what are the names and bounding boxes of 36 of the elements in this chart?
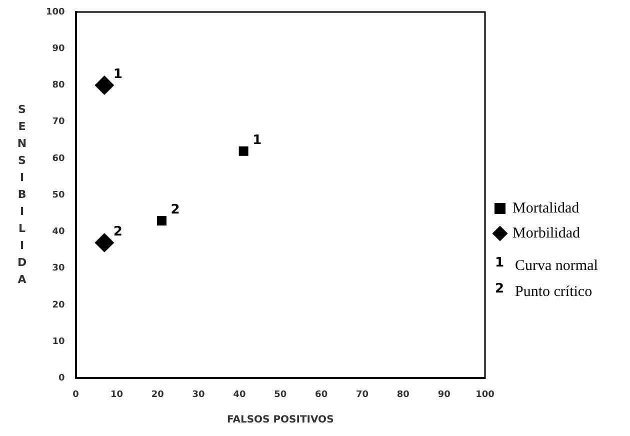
y-tick-label: 40 bbox=[52, 227, 65, 238]
x-tick-label: 30 bbox=[192, 390, 205, 400]
y-tick-label: 20 bbox=[52, 300, 65, 310]
x-tick-label: 60 bbox=[315, 390, 328, 400]
annotation: 1 bbox=[252, 133, 262, 148]
legend-label: Morbilidad bbox=[512, 225, 580, 242]
y-tick-label: 100 bbox=[46, 7, 65, 18]
point bbox=[94, 76, 114, 95]
text: 1 Curva normal bbox=[495, 255, 598, 274]
annotation: 2 bbox=[113, 224, 122, 240]
x-tick-label: 10 bbox=[110, 390, 123, 400]
point bbox=[156, 216, 166, 226]
text: 2 Punto crítico bbox=[495, 281, 592, 300]
annotation: 2 bbox=[170, 202, 180, 218]
y-tick-label: 80 bbox=[52, 80, 65, 91]
x-tick-label: 100 bbox=[476, 390, 494, 400]
x-tick-label: 0 bbox=[72, 390, 79, 400]
point bbox=[94, 233, 114, 252]
text: SENSIBILIDA bbox=[17, 102, 27, 286]
y-tick-label: 10 bbox=[52, 336, 65, 347]
point bbox=[238, 146, 248, 156]
legend-label: Mortalidad bbox=[512, 200, 580, 216]
x-tick-label: 50 bbox=[274, 390, 287, 400]
y-tick-label: 90 bbox=[52, 44, 65, 54]
x-tick-label: 40 bbox=[233, 390, 246, 400]
y-tick-label: 30 bbox=[52, 264, 65, 274]
x-tick-label: 20 bbox=[151, 390, 164, 400]
annotation: 1 bbox=[113, 67, 122, 82]
y-tick-label: 0 bbox=[58, 374, 65, 384]
x-tick-label: 80 bbox=[396, 390, 410, 400]
y-tick-label: 50 bbox=[52, 190, 65, 200]
y-tick-label: 70 bbox=[52, 117, 65, 128]
x-tick-label: 70 bbox=[356, 390, 369, 400]
x-axis-title: FALSOS POSITIVOS bbox=[227, 414, 334, 426]
y-tick-label: 60 bbox=[52, 154, 65, 164]
x-tick-label: 90 bbox=[438, 390, 450, 400]
